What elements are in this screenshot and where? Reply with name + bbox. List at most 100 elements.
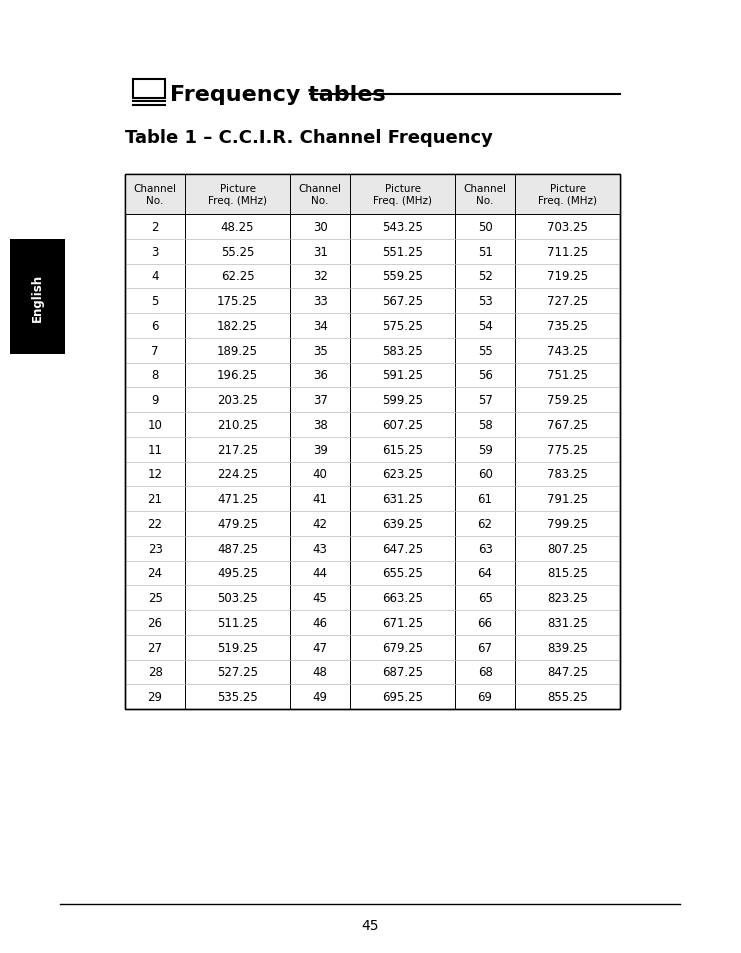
Text: 48.25: 48.25 — [221, 221, 254, 233]
Text: 847.25: 847.25 — [547, 666, 588, 679]
Text: 487.25: 487.25 — [217, 542, 258, 555]
Text: 44: 44 — [313, 567, 328, 579]
Text: 24: 24 — [147, 567, 162, 579]
Text: 687.25: 687.25 — [382, 666, 423, 679]
Text: 68: 68 — [478, 666, 493, 679]
Text: 6: 6 — [151, 319, 159, 333]
Text: 615.25: 615.25 — [382, 443, 423, 456]
Text: 559.25: 559.25 — [382, 270, 423, 283]
Text: 695.25: 695.25 — [382, 690, 423, 703]
Text: 53: 53 — [478, 294, 493, 308]
Text: 64: 64 — [478, 567, 493, 579]
Text: 12: 12 — [147, 468, 162, 481]
Text: 471.25: 471.25 — [217, 493, 258, 506]
Text: 45: 45 — [362, 918, 379, 932]
Text: 29: 29 — [147, 690, 162, 703]
Text: 210.25: 210.25 — [217, 418, 258, 432]
Text: 5: 5 — [151, 294, 159, 308]
Text: 2: 2 — [151, 221, 159, 233]
Text: 655.25: 655.25 — [382, 567, 423, 579]
Text: 671.25: 671.25 — [382, 617, 423, 629]
Text: Table 1 – C.C.I.R. Channel Frequency: Table 1 – C.C.I.R. Channel Frequency — [125, 129, 493, 147]
Bar — [10, 240, 65, 355]
Text: 807.25: 807.25 — [547, 542, 588, 555]
Text: 25: 25 — [147, 592, 162, 604]
Text: 839.25: 839.25 — [547, 641, 588, 654]
Text: 21: 21 — [147, 493, 162, 506]
Text: 783.25: 783.25 — [547, 468, 588, 481]
Text: Frequency tables: Frequency tables — [170, 85, 385, 105]
Text: 59: 59 — [478, 443, 493, 456]
Text: 623.25: 623.25 — [382, 468, 423, 481]
Text: 30: 30 — [313, 221, 328, 233]
Text: 224.25: 224.25 — [217, 468, 258, 481]
Text: 55: 55 — [478, 344, 493, 357]
Text: 503.25: 503.25 — [217, 592, 258, 604]
Text: Picture
Freq. (MHz): Picture Freq. (MHz) — [538, 184, 597, 206]
Text: 35: 35 — [313, 344, 328, 357]
Text: 39: 39 — [313, 443, 328, 456]
Text: Picture
Freq. (MHz): Picture Freq. (MHz) — [373, 184, 432, 206]
Text: 743.25: 743.25 — [547, 344, 588, 357]
Text: 607.25: 607.25 — [382, 418, 423, 432]
Text: 631.25: 631.25 — [382, 493, 423, 506]
Text: 196.25: 196.25 — [217, 369, 258, 382]
Text: 61: 61 — [478, 493, 493, 506]
Text: 37: 37 — [313, 394, 328, 407]
Text: 767.25: 767.25 — [547, 418, 588, 432]
Text: 575.25: 575.25 — [382, 319, 423, 333]
Text: 583.25: 583.25 — [382, 344, 423, 357]
Text: 815.25: 815.25 — [547, 567, 588, 579]
Text: 65: 65 — [478, 592, 493, 604]
Text: 751.25: 751.25 — [547, 369, 588, 382]
Text: 759.25: 759.25 — [547, 394, 588, 407]
Text: 47: 47 — [313, 641, 328, 654]
Text: 9: 9 — [151, 394, 159, 407]
Bar — [125, 174, 620, 214]
Text: 599.25: 599.25 — [382, 394, 423, 407]
Text: 217.25: 217.25 — [217, 443, 258, 456]
Text: 32: 32 — [313, 270, 328, 283]
Text: 8: 8 — [151, 369, 159, 382]
Text: 727.25: 727.25 — [547, 294, 588, 308]
Text: 31: 31 — [313, 245, 328, 258]
Text: Channel
No.: Channel No. — [464, 184, 507, 206]
Text: 62.25: 62.25 — [221, 270, 254, 283]
Text: 52: 52 — [478, 270, 493, 283]
Text: English: English — [31, 274, 44, 321]
Text: 182.25: 182.25 — [217, 319, 258, 333]
Bar — [125, 174, 620, 709]
Text: 67: 67 — [478, 641, 493, 654]
Text: 58: 58 — [478, 418, 493, 432]
Bar — [133, 80, 165, 98]
Text: 10: 10 — [147, 418, 162, 432]
Text: 511.25: 511.25 — [217, 617, 258, 629]
Text: 663.25: 663.25 — [382, 592, 423, 604]
Text: Picture
Freq. (MHz): Picture Freq. (MHz) — [208, 184, 267, 206]
Text: 63: 63 — [478, 542, 493, 555]
Text: 36: 36 — [313, 369, 328, 382]
Bar — [125, 174, 620, 709]
Text: 34: 34 — [313, 319, 328, 333]
Text: 203.25: 203.25 — [217, 394, 258, 407]
Text: Channel
No.: Channel No. — [299, 184, 342, 206]
Text: 26: 26 — [147, 617, 162, 629]
Text: 775.25: 775.25 — [547, 443, 588, 456]
Text: 647.25: 647.25 — [382, 542, 423, 555]
Text: 66: 66 — [478, 617, 493, 629]
Text: 189.25: 189.25 — [217, 344, 258, 357]
Text: 49: 49 — [313, 690, 328, 703]
Text: 45: 45 — [313, 592, 328, 604]
Text: 38: 38 — [313, 418, 328, 432]
Text: 703.25: 703.25 — [547, 221, 588, 233]
Text: 519.25: 519.25 — [217, 641, 258, 654]
Text: 551.25: 551.25 — [382, 245, 423, 258]
Text: 543.25: 543.25 — [382, 221, 423, 233]
Text: 22: 22 — [147, 517, 162, 530]
Text: 27: 27 — [147, 641, 162, 654]
Text: 4: 4 — [151, 270, 159, 283]
Text: 791.25: 791.25 — [547, 493, 588, 506]
Text: 57: 57 — [478, 394, 493, 407]
Text: 50: 50 — [478, 221, 493, 233]
Text: 55.25: 55.25 — [221, 245, 254, 258]
